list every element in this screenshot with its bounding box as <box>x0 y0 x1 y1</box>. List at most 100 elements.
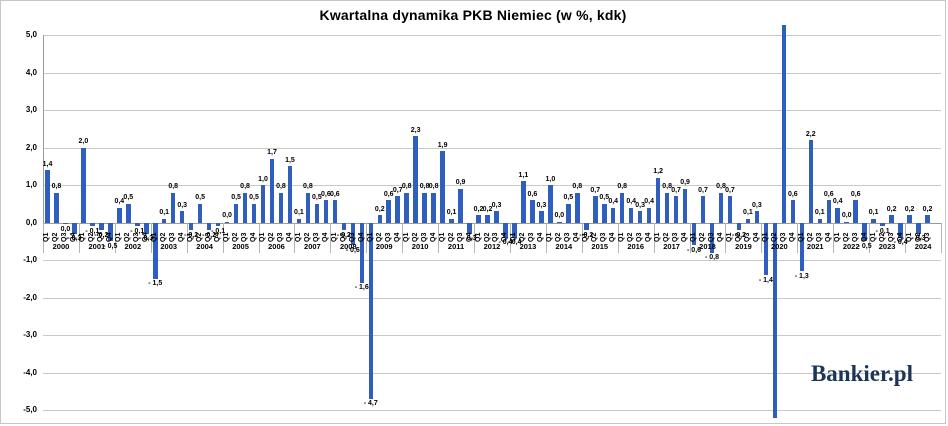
bar-2017-Q3 <box>673 196 679 223</box>
x-axis-quarter-label: Q1 <box>474 232 482 242</box>
x-axis-year-label: 2024 <box>914 241 932 251</box>
bar-2018-Q1 <box>691 222 697 245</box>
bar-2008-Q1 <box>332 200 338 223</box>
year-separator-tick <box>186 222 188 253</box>
bar-2012-Q2 <box>485 215 490 223</box>
bar-value-label: 0,8 <box>51 183 62 190</box>
bar-2004-Q1 <box>188 222 194 230</box>
x-axis-quarter-label: Q4 <box>824 232 832 242</box>
bar-2000-Q1 <box>45 170 50 223</box>
bar-value-label: 0,3 <box>177 201 188 209</box>
x-axis-year-label: 2014 <box>555 241 573 251</box>
bar-2011-Q2 <box>449 218 454 223</box>
bar-value-label: 1,7 <box>267 149 277 157</box>
bar-2006-Q2 <box>269 158 275 223</box>
x-axis-quarter-label: Q1 <box>654 232 662 242</box>
x-axis-quarter-label: Q3 <box>708 232 715 242</box>
year-separator-tick <box>581 222 583 253</box>
bar-value-label: 0,8 <box>662 183 672 190</box>
x-axis-quarter-label: Q1 <box>690 232 698 242</box>
bar-2011-Q4 <box>467 222 472 234</box>
y-axis-tick-label: 0,0 <box>25 217 37 227</box>
y-gridline <box>43 185 941 186</box>
x-axis-year-label: 2003 <box>160 241 178 251</box>
bar-2003-Q4 <box>179 211 185 223</box>
bar-2016-Q4 <box>646 207 652 223</box>
bar-2019-Q4 <box>754 211 760 223</box>
bar-2012-Q3 <box>494 211 499 223</box>
bar-2014-Q1 <box>548 185 553 223</box>
year-separator-tick <box>43 222 44 253</box>
year-separator-tick <box>438 222 440 253</box>
year-separator-tick <box>653 222 655 253</box>
x-axis-year-label: 2017 <box>663 241 680 251</box>
bar-value-label: 0,6 <box>329 190 340 198</box>
bar-2008-Q4 <box>359 222 365 283</box>
x-axis-quarter-label: Q1 <box>151 232 159 242</box>
bar-value-label: 0,4 <box>626 198 637 205</box>
x-axis-quarter-label: Q3 <box>600 232 608 242</box>
x-axis-quarter-label: Q1 <box>510 232 518 242</box>
x-axis-quarter-label: Q3 <box>815 232 823 242</box>
bar-2010-Q1 <box>404 192 409 223</box>
bar-2002-Q3 <box>135 222 140 227</box>
bar-value-label: - 0,4 <box>507 239 522 246</box>
bar-2000-Q2 <box>54 192 59 223</box>
x-axis-quarter-label: Q2 <box>411 232 419 242</box>
bar-value-label: 0,3 <box>491 201 502 209</box>
bar-2009-Q2 <box>377 215 382 223</box>
bar-value-label: - 4,7 <box>363 400 378 408</box>
x-axis-quarter-label: Q4 <box>214 232 222 242</box>
bar-value-label: - 0,6 <box>345 246 360 254</box>
x-axis-year-label: 2018 <box>699 241 716 251</box>
bar-2014-Q2 <box>557 221 562 223</box>
bar-value-label: - 0,4 <box>893 239 908 246</box>
bankier-logo: Bankier.pl <box>810 361 913 386</box>
bar-2004-Q4 <box>215 222 221 227</box>
bar-value-label: 0,6 <box>320 190 331 198</box>
bar-2010-Q2 <box>413 136 418 223</box>
bar-value-label: 0,7 <box>698 186 708 194</box>
bar-2021-Q2 <box>808 140 814 223</box>
x-axis-quarter-label: Q4 <box>465 232 473 242</box>
bar-2020-Q1 <box>763 222 769 275</box>
bar-value-label: 0,1 <box>294 209 304 217</box>
bar-2016-Q2 <box>628 207 634 223</box>
year-separator-tick <box>474 222 476 253</box>
bar-value-label: 0,1 <box>814 209 825 217</box>
bar-2006-Q3 <box>278 192 284 223</box>
x-axis-quarter-label: Q3 <box>743 232 751 242</box>
bar-value-label: 1,1 <box>518 171 529 179</box>
bar-value-label: 2,2 <box>805 130 816 138</box>
bar-2023-Q2 <box>880 222 885 227</box>
bar-value-label: 0,5 <box>195 194 205 202</box>
x-axis-quarter-label: Q1 <box>438 232 446 242</box>
bar-value-label: 0,7 <box>590 186 601 194</box>
bar-value-label: 0,5 <box>249 194 259 202</box>
x-axis-quarter-label: Q3 <box>564 232 572 242</box>
bar-2020-Q2 <box>772 222 778 418</box>
year-separator-tick <box>545 222 547 253</box>
bar-2009-Q1 <box>368 222 374 399</box>
bar-2001-Q1 <box>81 147 86 223</box>
year-separator-tick <box>725 222 727 253</box>
x-axis-quarter-label: Q4 <box>250 232 258 242</box>
x-axis-year-label: 2010 <box>411 241 429 251</box>
bar-value-label: 0,7 <box>725 186 735 194</box>
bar-2018-Q3 <box>709 222 715 253</box>
bar-value-label: 0,3 <box>536 201 547 209</box>
y-axis-tick-label: 5,0 <box>25 30 37 39</box>
bar-value-label: 0,2 <box>904 205 915 213</box>
x-axis-quarter-label: Q2 <box>699 232 707 242</box>
bar-value-label: 0,1 <box>446 209 457 217</box>
bar-value-label: 0,8 <box>276 183 286 190</box>
chart-title: Kwartalna dynamika PKB Niemiec (w %, kdk… <box>319 7 627 23</box>
bar-value-label: - 0,2 <box>184 231 199 239</box>
y-gridline <box>43 335 941 336</box>
year-separator-tick <box>78 222 80 253</box>
x-axis-quarter-label: Q1 <box>43 232 51 242</box>
bar-value-label: 2,0 <box>78 138 89 145</box>
bar-2017-Q4 <box>682 188 688 223</box>
bar-value-label: 0,4 <box>608 198 619 205</box>
